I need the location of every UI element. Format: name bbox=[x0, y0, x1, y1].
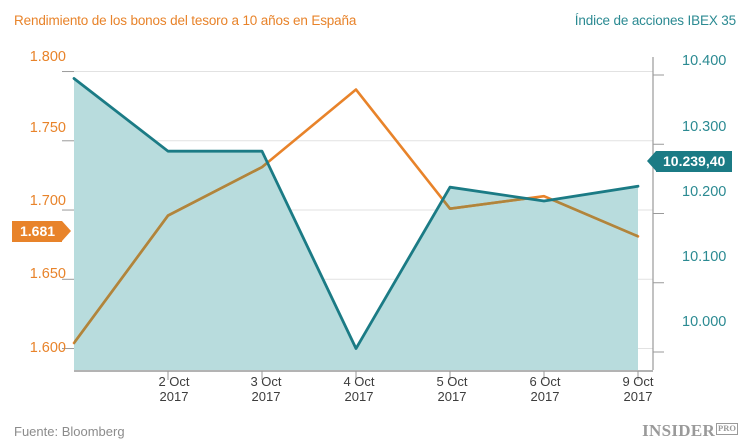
left-axis-tick: 1.800 bbox=[29, 49, 66, 65]
x-axis-label-day: 5 Oct bbox=[436, 374, 468, 389]
x-axis-label-year: 2017 bbox=[159, 389, 189, 404]
left-axis-tick: 1.700 bbox=[29, 193, 66, 209]
x-axis-label: 6 Oct 2017 bbox=[505, 374, 585, 404]
right-series-title: Índice de acciones IBEX 35 bbox=[574, 13, 736, 28]
logo-pro-badge: PRO bbox=[716, 423, 738, 435]
left-axis-tick: 1.600 bbox=[29, 340, 66, 356]
x-axis-label-day: 3 Oct bbox=[250, 374, 282, 389]
bond-yield-value-badge: 1.681 bbox=[12, 221, 72, 242]
ibex-index-line bbox=[72, 77, 640, 350]
x-axis-label: 3 Oct 2017 bbox=[226, 374, 306, 404]
logo-wordmark: INSIDER bbox=[642, 421, 716, 440]
left-series-title: Rendimiento de los bonos del tesoro a 10… bbox=[14, 13, 357, 28]
x-axis-label: 9 Oct 2017 bbox=[598, 374, 678, 404]
source-note: Fuente: Bloomberg bbox=[14, 424, 125, 439]
axis-lines bbox=[62, 57, 664, 380]
right-axis-tick: 10.300 bbox=[682, 119, 727, 135]
right-axis-tick: 10.400 bbox=[682, 53, 727, 69]
left-axis-tick: 1.750 bbox=[29, 120, 66, 136]
right-axis-tick: 10.000 bbox=[682, 314, 727, 330]
insider-pro-logo: INSIDER PRO bbox=[642, 422, 738, 439]
x-axis-label-day: 2 Oct bbox=[158, 374, 190, 389]
x-axis-label: 4 Oct 2017 bbox=[319, 374, 399, 404]
x-axis-label-day: 4 Oct bbox=[343, 374, 375, 389]
x-axis-label-year: 2017 bbox=[437, 389, 467, 404]
right-axis-tick: 10.200 bbox=[682, 184, 727, 200]
left-axis-tick: 1.650 bbox=[29, 266, 66, 282]
ibex-area-fill bbox=[74, 78, 638, 370]
x-axis-label: 2 Oct 2017 bbox=[134, 374, 214, 404]
x-axis-label-year: 2017 bbox=[623, 389, 653, 404]
x-axis-label-year: 2017 bbox=[344, 389, 374, 404]
x-axis-label-day: 6 Oct bbox=[529, 374, 561, 389]
ibex-value-badge: 10.239,40 bbox=[646, 151, 733, 172]
x-axis-label-day: 9 Oct bbox=[622, 374, 654, 389]
x-axis-label-year: 2017 bbox=[251, 389, 281, 404]
x-axis-label: 5 Oct 2017 bbox=[412, 374, 492, 404]
right-axis-tick: 10.100 bbox=[682, 249, 727, 265]
x-axis-label-year: 2017 bbox=[530, 389, 560, 404]
